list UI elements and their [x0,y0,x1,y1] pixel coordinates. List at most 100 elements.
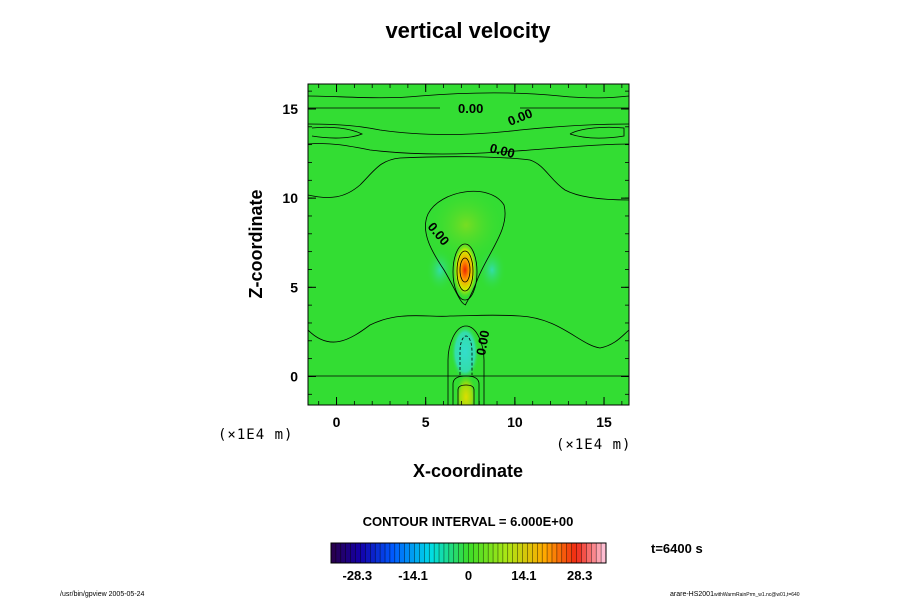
colorbar-swatch [458,543,464,563]
colorbar-tick-labels: -28.3 -14.1 0 14.1 28.3 [343,568,593,583]
y-axis-label: Z-coordinate [246,189,266,298]
colorbar-swatch [463,543,469,563]
plot-frame [307,83,630,406]
colorbar-swatch [561,543,568,563]
colorbar-swatch [360,543,366,563]
y-tick-label: 0 [290,368,298,384]
colorbar-swatch [527,543,533,563]
colorbar-swatch [335,543,342,563]
x-tick-label: 0 [333,414,341,430]
contour-low-outer [452,375,480,405]
contour-lines [308,92,629,405]
colorbar-swatch [394,543,401,563]
colorbar-swatch [596,543,602,563]
y-tick-label: 15 [282,101,298,117]
contour-low-inner [457,384,475,405]
colorbar-swatch [448,543,455,563]
plot-area: 0.00 0.00 0.00 0.00 0.00 [308,84,629,405]
field-warm-upper [426,185,506,265]
contour-label: 0.00 [458,101,483,116]
contour-band-lower [308,143,629,155]
colorbar-frame [330,542,607,564]
colorbar-tick-label: 14.1 [511,568,536,583]
x-tick-label: 5 [422,414,430,430]
colorbar-swatch [517,543,523,563]
contour-lower-wave [308,314,629,349]
colorbar [330,543,607,563]
colorbar-swatch [424,543,430,563]
contour-label: 0.00 [473,329,492,357]
footer-right: arare-HS2001withWarmRainPrm_w1.nc@w01,t=… [670,591,800,598]
y-tick-label: 5 [290,279,298,295]
colorbar-swatch [586,543,592,563]
contour-core-2 [456,250,474,292]
colorbar-swatch [547,543,553,563]
x-axis-unit: (×1E4 m) [556,437,631,453]
colorbar-swatch [365,543,371,563]
downdraft-core [451,324,479,380]
colorbar-swatch [389,543,396,563]
contour-labels: 0.00 0.00 0.00 0.00 0.00 [425,101,535,357]
contour-down-dashed [459,335,473,375]
colorbar-swatch [350,543,356,563]
colorbar-swatch [414,543,420,563]
major-ticks [308,84,629,405]
contour-zero-core [425,191,506,306]
colorbar-swatch [601,543,607,563]
contour-dome [308,156,629,201]
contour-top-2 [308,92,629,99]
colorbar-swatch [502,543,509,563]
colorbar-swatch [576,543,582,563]
colorbar-swatch [370,543,376,563]
colorbar-swatch [385,543,391,563]
colorbar-swatch [340,543,347,563]
contour-core-3 [459,257,471,283]
colorbar-swatch [532,543,538,563]
contour-eye-right [569,126,625,139]
footer-right-sub: withWarmRainPrm_w1.nc@w01,t=640 [714,592,800,598]
tick-labels: 0 5 10 15 0 5 10 15 [282,101,612,430]
colorbar-swatch [331,543,337,563]
colorbar-swatch [434,543,440,563]
colorbar-swatch [478,543,484,563]
colorbar-tick-label: -28.3 [343,568,373,583]
colorbar-swatch [345,543,351,563]
colorbar-swatch [419,543,425,563]
y-axis-unit: (×1E4 m) [218,427,293,443]
colorbar-swatch [399,543,405,563]
y-tick-label: 10 [282,190,298,206]
colorbar-swatch [375,543,381,563]
footer-right-main: arare-HS2001 [670,591,714,598]
colorbar-swatch [443,543,450,563]
updraft-lower [456,375,476,405]
colorbar-swatch [512,543,518,563]
colorbar-swatch [551,543,558,563]
chart-title: vertical velocity [385,18,551,43]
time-label: t=6400 s [651,541,703,556]
colorbar-swatch [542,543,548,563]
colorbar-swatch [556,543,563,563]
colorbar-swatch [355,543,361,563]
colorbar-swatch [409,543,415,563]
colorbar-swatch [522,543,528,563]
x-axis-label: X-coordinate [413,461,523,481]
colorbar-swatch [380,543,386,563]
colorbar-swatch [453,543,459,563]
colorbar-tick-label: 28.3 [567,568,592,583]
colorbar-swatch [581,543,587,563]
colorbar-swatch [439,543,445,563]
colorbar-swatch [537,543,543,563]
contour-eye-left [311,126,363,139]
x-tick-label: 15 [596,414,612,430]
x-tick-label: 10 [507,414,523,430]
colorbar-swatch [429,543,435,563]
colorbar-swatch [571,543,577,563]
colorbar-swatch [404,543,410,563]
colorbar-tick-label: -14.1 [398,568,428,583]
contour-interval-label: CONTOUR INTERVAL = 6.000E+00 [363,514,574,529]
contour-band-upper [308,123,629,135]
colorbar-swatch [473,543,479,563]
colorbar-swatch [493,543,499,563]
contour-down-outer [447,325,485,405]
